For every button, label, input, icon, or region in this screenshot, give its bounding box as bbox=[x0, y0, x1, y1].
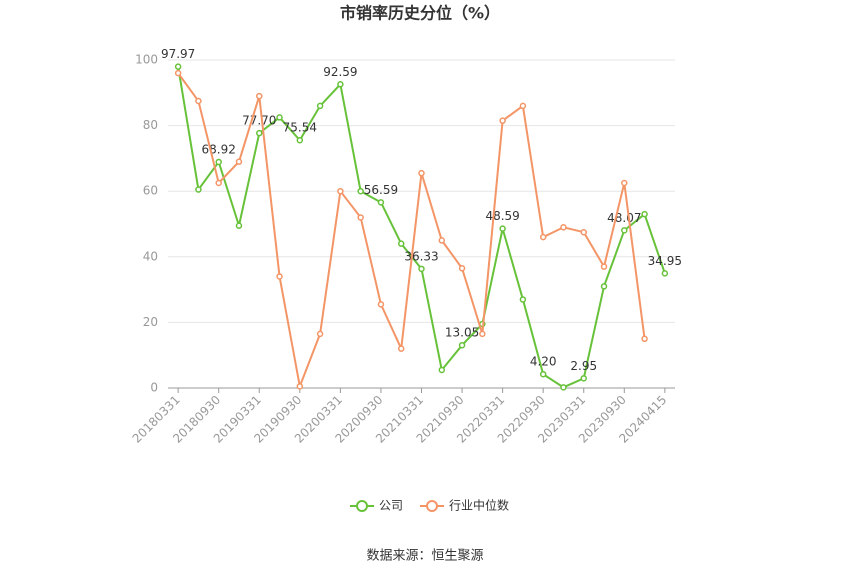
legend-marker bbox=[426, 500, 438, 512]
point bbox=[296, 383, 304, 390]
point bbox=[438, 237, 446, 244]
point bbox=[600, 283, 608, 290]
point bbox=[458, 341, 466, 349]
point bbox=[621, 227, 628, 234]
point bbox=[357, 187, 364, 195]
point bbox=[256, 92, 263, 100]
point bbox=[438, 366, 446, 374]
point bbox=[499, 225, 506, 232]
value-label: 48.59 bbox=[485, 209, 519, 223]
point bbox=[337, 81, 344, 88]
point bbox=[560, 224, 567, 231]
point bbox=[519, 102, 527, 110]
point bbox=[215, 179, 222, 187]
value-label: 2.95 bbox=[570, 359, 597, 373]
legend-label: 行业中位数 bbox=[449, 498, 509, 513]
value-label: 75.54 bbox=[283, 121, 317, 135]
value-label: 92.59 bbox=[323, 65, 357, 79]
point bbox=[377, 199, 385, 206]
point bbox=[296, 136, 304, 144]
point bbox=[256, 129, 263, 137]
point bbox=[316, 330, 324, 338]
point bbox=[641, 210, 648, 218]
point bbox=[195, 186, 202, 193]
value-label: 77.70 bbox=[242, 114, 276, 128]
value-label: 97.97 bbox=[161, 47, 195, 61]
value-label: 36.33 bbox=[404, 249, 438, 263]
point bbox=[641, 335, 648, 343]
value-label: 13.05 bbox=[445, 326, 479, 340]
legend-marker bbox=[356, 500, 368, 512]
source: 数据来源：恒生聚源 bbox=[366, 549, 483, 564]
point bbox=[377, 301, 385, 308]
y-tick-label: 0 bbox=[150, 381, 158, 395]
y-tick-label: 60 bbox=[143, 184, 158, 198]
point bbox=[397, 345, 405, 352]
y-tick-label: 20 bbox=[143, 315, 158, 329]
point bbox=[357, 214, 364, 221]
point bbox=[580, 228, 587, 236]
point bbox=[174, 63, 182, 70]
point bbox=[539, 370, 547, 378]
point bbox=[397, 240, 405, 247]
value-label: 4.20 bbox=[530, 355, 557, 369]
y-tick-label: 40 bbox=[143, 249, 158, 263]
value-label: 34.95 bbox=[648, 254, 682, 268]
point bbox=[499, 117, 506, 124]
chart-title: 市销率历史分位（%） bbox=[340, 4, 500, 23]
point bbox=[418, 169, 425, 177]
point bbox=[519, 296, 527, 303]
point bbox=[479, 330, 486, 338]
point bbox=[560, 384, 567, 391]
point bbox=[316, 102, 324, 110]
value-label: 56.59 bbox=[364, 183, 398, 197]
point bbox=[235, 158, 243, 165]
point bbox=[276, 273, 283, 280]
y-tick-label: 100 bbox=[135, 53, 158, 67]
point bbox=[621, 179, 628, 187]
point bbox=[539, 233, 547, 241]
point bbox=[600, 263, 608, 270]
point bbox=[174, 69, 182, 77]
point bbox=[276, 114, 283, 121]
point bbox=[418, 265, 425, 273]
point bbox=[458, 265, 466, 272]
series-line bbox=[177, 72, 646, 391]
point bbox=[215, 158, 222, 166]
point bbox=[235, 222, 243, 229]
legend-label: 公司 bbox=[379, 499, 403, 513]
point bbox=[661, 270, 669, 277]
point bbox=[195, 97, 202, 105]
point bbox=[580, 375, 587, 382]
value-label: 48.07 bbox=[607, 211, 641, 225]
y-tick-label: 80 bbox=[143, 118, 158, 132]
value-label: 68.92 bbox=[202, 142, 236, 156]
point bbox=[337, 187, 344, 195]
